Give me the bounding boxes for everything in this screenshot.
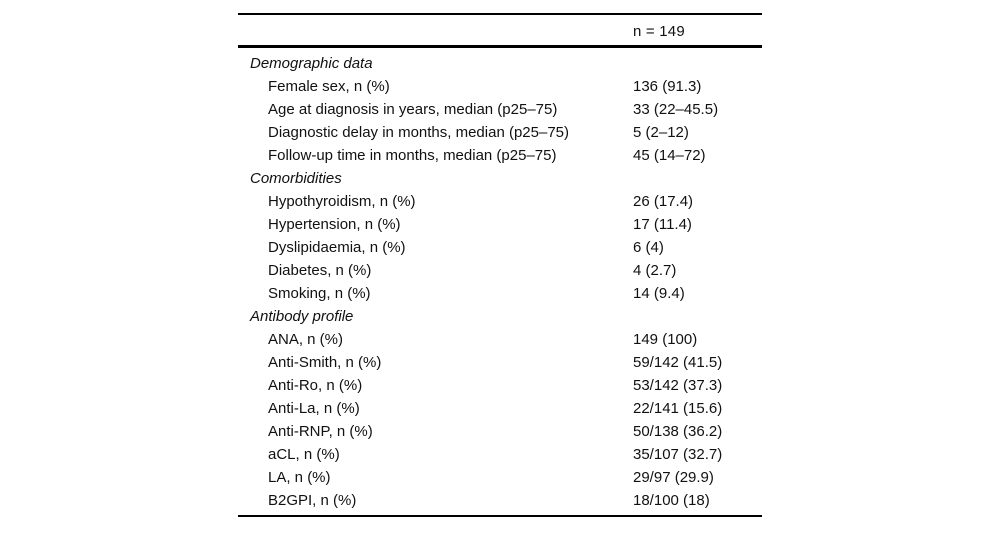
row-label: B2GPI, n (%) xyxy=(268,491,357,509)
table-bottom-rule xyxy=(238,514,762,517)
table-row: Dyslipidaemia, n (%) 6 (4) xyxy=(238,236,762,259)
table-row: Diabetes, n (%) 4 (2.7) xyxy=(238,259,762,282)
row-value: 136 (91.3) xyxy=(633,77,702,95)
table-row: Diagnostic delay in months, median (p25–… xyxy=(238,121,762,144)
table-row: Anti-Ro, n (%) 53/142 (37.3) xyxy=(238,374,762,397)
table-header-row: n = 149 xyxy=(238,15,762,45)
row-label: LA, n (%) xyxy=(268,468,331,486)
row-value: 18/100 (18) xyxy=(633,491,710,509)
row-label: Female sex, n (%) xyxy=(268,77,390,95)
table-row: aCL, n (%) 35/107 (32.7) xyxy=(238,443,762,466)
section-title: Antibody profile xyxy=(250,307,354,325)
row-value: 149 (100) xyxy=(633,330,698,348)
row-value: 17 (11.4) xyxy=(633,215,692,233)
row-label: Age at diagnosis in years, median (p25–7… xyxy=(268,100,558,118)
table-row: Anti-La, n (%) 22/141 (15.6) xyxy=(238,397,762,420)
table-row: Hypothyroidism, n (%) 26 (17.4) xyxy=(238,190,762,213)
row-label: Anti-Ro, n (%) xyxy=(268,376,363,394)
table-row: Age at diagnosis in years, median (p25–7… xyxy=(238,98,762,121)
table-row: Hypertension, n (%) 17 (11.4) xyxy=(238,213,762,236)
row-label: Diagnostic delay in months, median (p25–… xyxy=(268,123,570,141)
patient-characteristics-table: n = 149 Demographic data Female sex, n (%… xyxy=(238,13,762,517)
table-row: B2GPI, n (%) 18/100 (18) xyxy=(238,489,762,512)
row-label: Diabetes, n (%) xyxy=(268,261,372,279)
table-row: Female sex, n (%) 136 (91.3) xyxy=(238,75,762,98)
row-value: 6 (4) xyxy=(633,238,664,256)
section-title: Comorbidities xyxy=(250,169,342,187)
row-value: 5 (2–12) xyxy=(633,123,689,141)
section-title: Demographic data xyxy=(250,54,373,72)
row-value: 29/97 (29.9) xyxy=(633,468,714,486)
row-value: 50/138 (36.2) xyxy=(633,422,723,440)
table-body: Demographic data Female sex, n (%) 136 (91… xyxy=(238,48,762,515)
table-row: ANA, n (%) 149 (100) xyxy=(238,328,762,351)
table-row: LA, n (%) 29/97 (29.9) xyxy=(238,466,762,489)
row-value: 35/107 (32.7) xyxy=(633,445,723,463)
table-row: Smoking, n (%) 14 (9.4) xyxy=(238,282,762,305)
row-label: Smoking, n (%) xyxy=(268,284,371,302)
row-value: 14 (9.4) xyxy=(633,284,685,302)
table-row: Follow-up time in months, median (p25–75… xyxy=(238,144,762,167)
row-label: Anti-Smith, n (%) xyxy=(268,353,382,371)
table-row: Anti-RNP, n (%) 50/138 (36.2) xyxy=(238,420,762,443)
row-value: 45 (14–72) xyxy=(633,146,706,164)
row-label: Hypertension, n (%) xyxy=(268,215,401,233)
row-label: Dyslipidaemia, n (%) xyxy=(268,238,406,256)
row-label: Hypothyroidism, n (%) xyxy=(268,192,416,210)
table-header-rule xyxy=(238,45,762,48)
row-value: 53/142 (37.3) xyxy=(633,376,723,394)
row-value: 33 (22–45.5) xyxy=(633,100,719,118)
row-value: 22/141 (15.6) xyxy=(633,399,723,417)
row-value: 26 (17.4) xyxy=(633,192,694,210)
row-label: Anti-RNP, n (%) xyxy=(268,422,373,440)
row-label: aCL, n (%) xyxy=(268,445,340,463)
row-value: 59/142 (41.5) xyxy=(633,353,723,371)
row-label: ANA, n (%) xyxy=(268,330,344,348)
table-top-rule xyxy=(238,13,762,15)
table-row: Anti-Smith, n (%) 59/142 (41.5) xyxy=(238,351,762,374)
row-value: 4 (2.7) xyxy=(633,261,677,279)
header-n-cell: n = 149 xyxy=(633,23,685,40)
row-label: Anti-La, n (%) xyxy=(268,399,360,417)
row-label: Follow-up time in months, median (p25–75… xyxy=(268,146,557,164)
